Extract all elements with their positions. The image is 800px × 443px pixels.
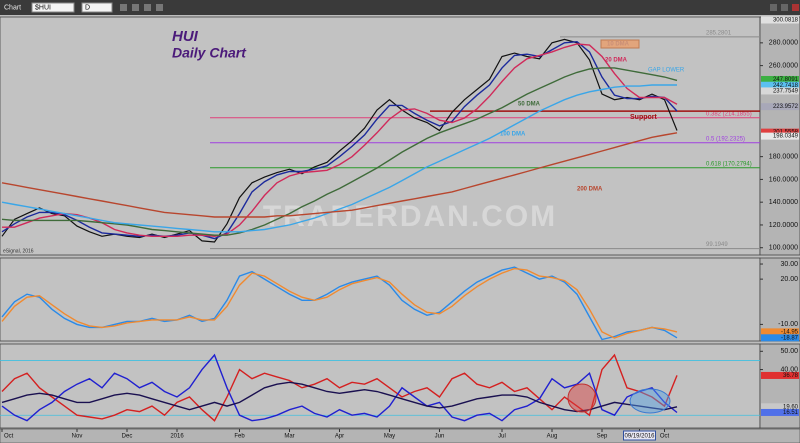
tool-icon[interactable] xyxy=(120,4,127,11)
level-label: 0.5 (192.2325) xyxy=(706,136,745,142)
price-tag-label: 36.78 xyxy=(783,373,799,379)
y-tick-label: 40.00 xyxy=(780,366,798,373)
series-label: 100 DMA xyxy=(500,132,526,138)
axis-background xyxy=(759,257,800,342)
x-axis-background xyxy=(0,428,800,443)
price-tag-label: 300.0818 xyxy=(773,18,799,24)
interval-input[interactable] xyxy=(81,2,113,13)
x-tick-label: Nov xyxy=(72,434,83,440)
series-line xyxy=(1,353,678,422)
level-label: 99.1949 xyxy=(706,242,728,248)
series-label: 50 DMA xyxy=(518,102,541,108)
x-tick-label: Apr xyxy=(335,434,344,440)
series-line xyxy=(1,267,678,339)
price-tag xyxy=(761,75,799,83)
y-tick-label: 30.00 xyxy=(780,261,798,268)
x-tick-label: Jul xyxy=(498,434,506,440)
y-tick-label: 120.0000 xyxy=(769,222,798,229)
x-tick-label: Sep xyxy=(597,434,608,440)
chart-subtitle: Daily Chart xyxy=(172,45,247,61)
y-tick-label: 20.00 xyxy=(780,276,798,283)
price-tag xyxy=(761,81,799,89)
panel-background xyxy=(0,257,761,342)
price-tag-label: 237.7549 xyxy=(773,88,799,94)
x-tick-label: Aug xyxy=(547,434,558,440)
price-tag xyxy=(761,408,799,416)
level-label: 0.382 (214.1855) xyxy=(706,111,752,117)
price-tag xyxy=(761,103,799,111)
price-tag xyxy=(761,371,799,379)
toolbar-icons xyxy=(120,4,799,11)
support-label: Support xyxy=(630,114,657,121)
symbol-text: $HUI xyxy=(35,4,51,11)
highlight-circle xyxy=(567,383,597,413)
y-tick-label: 280.0000 xyxy=(769,40,798,47)
price-tag xyxy=(761,16,799,24)
series-line xyxy=(1,266,678,341)
y-tick-label: 140.0000 xyxy=(769,199,798,206)
x-tick-label: Dec xyxy=(122,434,133,440)
tool-icon[interactable] xyxy=(156,4,163,11)
gap-box xyxy=(600,39,640,49)
price-tag-label: -18.87 xyxy=(781,335,799,341)
series-line xyxy=(2,43,678,238)
series-line xyxy=(1,67,678,236)
series-label: 20 DMA xyxy=(605,58,628,64)
x-tick-label: Jun xyxy=(435,434,445,440)
x-tick-label: Feb xyxy=(234,434,245,440)
y-tick-label: 260.0000 xyxy=(769,62,798,69)
y-tick-label: 160.0000 xyxy=(769,176,798,183)
x-tick-label: 09/19/2016 xyxy=(624,434,655,440)
y-tick-label: 100.0000 xyxy=(769,245,798,252)
highlight-circle xyxy=(629,388,671,414)
price-tag-label: 19.60 xyxy=(783,404,799,410)
credit: eSignal, 2016 xyxy=(3,248,34,254)
y-tick-label: 180.0000 xyxy=(769,154,798,161)
x-tick-label: May xyxy=(384,434,395,440)
x-tick-label: Oct xyxy=(660,434,670,440)
series-line xyxy=(1,132,678,218)
price-tag xyxy=(761,334,799,342)
panel-background xyxy=(0,16,761,256)
cursor-date-box xyxy=(623,430,656,441)
gap-label: GAP LOWER xyxy=(648,68,685,74)
price-tag-label: 247.8091 xyxy=(773,77,799,83)
interval-text: D xyxy=(85,4,90,11)
y-tick-label: 50.00 xyxy=(780,348,798,355)
level-label: 0.618 (170.2794) xyxy=(706,161,752,167)
title-bar xyxy=(0,0,800,15)
price-tag-label: 198.0349 xyxy=(773,134,799,140)
minimize-button[interactable] xyxy=(770,4,777,11)
series-label: 200 DMA xyxy=(577,187,603,193)
series-line xyxy=(1,381,678,413)
window-title: Chart xyxy=(4,4,21,11)
y-tick-label: -10.00 xyxy=(778,321,798,328)
price-tag xyxy=(761,128,799,136)
price-tag-label: 223.9572 xyxy=(773,104,799,110)
price-tag xyxy=(761,132,799,140)
price-tag xyxy=(761,328,799,336)
tool-icon[interactable] xyxy=(132,4,139,11)
series-line xyxy=(1,353,678,422)
watermark: TRADERDAN.COM xyxy=(263,200,557,233)
level-label: 285.2801 xyxy=(706,30,732,36)
chart-title: HUI xyxy=(172,28,199,45)
price-tag-label: 242.7418 xyxy=(773,83,799,89)
series-line xyxy=(1,84,677,233)
x-tick-label: Mar xyxy=(284,434,294,440)
close-button[interactable] xyxy=(792,4,799,11)
maximize-button[interactable] xyxy=(781,4,788,11)
price-tag xyxy=(761,87,799,95)
price-tag xyxy=(761,403,799,411)
x-tick-label: Oct xyxy=(4,434,14,440)
symbol-input[interactable] xyxy=(31,2,75,13)
panels: 280.0000 260.0000 180.0000 160.0000 140.0000… xyxy=(0,16,800,443)
price-tag-label: 16.51 xyxy=(783,410,799,416)
series-line xyxy=(1,40,678,240)
x-tick-label: 2016 xyxy=(170,434,184,440)
price-tag-label: -14.95 xyxy=(781,329,799,335)
tool-icon[interactable] xyxy=(144,4,151,11)
